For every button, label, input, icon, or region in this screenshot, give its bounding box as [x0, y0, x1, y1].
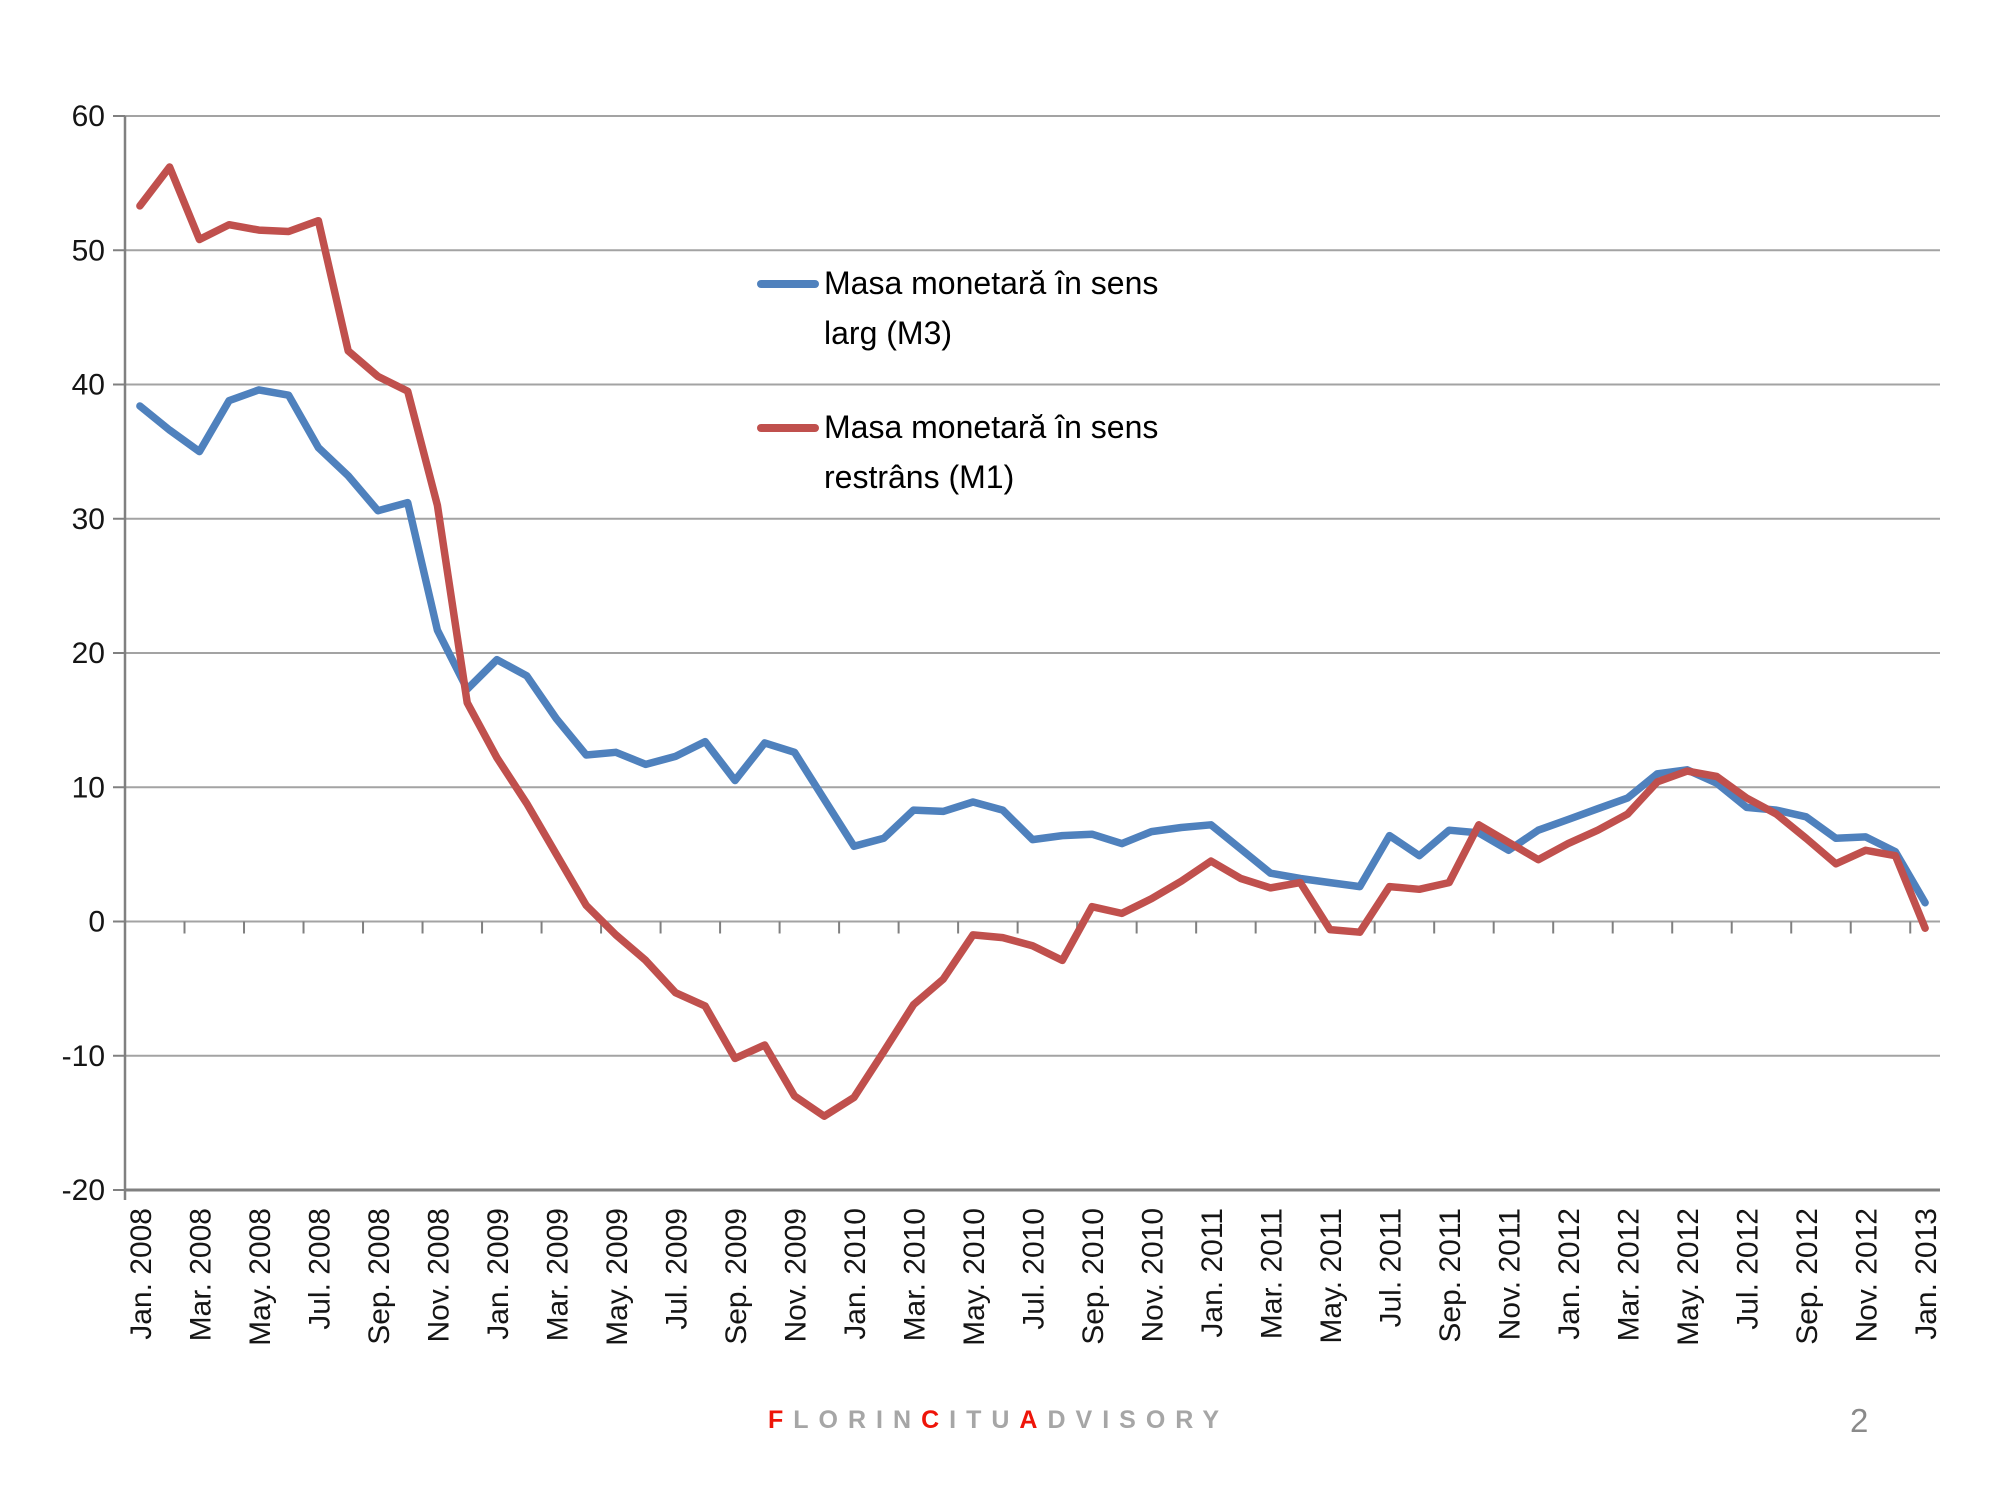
- x-tick-label: Mar. 2012: [1613, 1208, 1646, 1341]
- y-axis-labels: 60 50 40 30 20 10 0 -10 -20: [62, 100, 105, 1207]
- x-tick-label: Jan. 2009: [482, 1208, 515, 1340]
- x-tick-label: May. 2009: [601, 1208, 634, 1346]
- x-tick-label: Jul. 2011: [1375, 1208, 1408, 1328]
- x-tick-label: Jul. 2012: [1732, 1208, 1765, 1330]
- x-tick-label: Nov. 2010: [1137, 1208, 1170, 1343]
- brand-initial: A: [1019, 1406, 1048, 1434]
- y-tick-label-40: 40: [72, 369, 105, 402]
- x-tick-label: Sep. 2009: [720, 1208, 753, 1345]
- x-tick-label: Sep. 2012: [1791, 1208, 1824, 1345]
- x-tick-label: Nov. 2008: [422, 1208, 455, 1343]
- legend-label: Masa monetară în sens restrâns (M1): [824, 409, 1159, 495]
- brand-initial: F: [768, 1406, 794, 1434]
- x-tick-label: Mar. 2009: [541, 1208, 574, 1341]
- x-tick-label: Nov. 2012: [1851, 1208, 1884, 1343]
- x-tick-label: Sep. 2010: [1077, 1208, 1110, 1345]
- series-lines: [136, 163, 1929, 1120]
- x-tick-label: May. 2010: [958, 1208, 991, 1346]
- brand-text: DVISORY: [1047, 1406, 1230, 1434]
- page-number: 2: [1850, 1402, 1869, 1439]
- x-tick-label: Jul. 2009: [660, 1208, 693, 1330]
- x-tick-label: May. 2012: [1672, 1208, 1705, 1346]
- x-tick-label: Mar. 2008: [184, 1208, 217, 1341]
- gridlines: [125, 115, 1940, 1192]
- x-tick-label: Mar. 2010: [898, 1208, 931, 1341]
- x-tick-label: Jan. 2011: [1196, 1208, 1229, 1338]
- brand-text: LORIN: [793, 1406, 922, 1434]
- footer-brand-logo: FLORINCITUADVISORY: [768, 1406, 1229, 1435]
- brand-text: ITU: [949, 1406, 1020, 1434]
- y-tick-label-60: 60: [72, 100, 105, 133]
- y-tick-label-50: 50: [72, 234, 105, 267]
- legend-label: Masa monetară în sens larg (M3): [824, 265, 1159, 351]
- y-tick-label-20: 20: [72, 637, 105, 670]
- x-tick-label: Jan. 2013: [1910, 1208, 1943, 1340]
- x-tick-label: May. 2008: [244, 1208, 277, 1346]
- x-tick-label: Sep. 2011: [1434, 1208, 1467, 1343]
- y-tick-label-10: 10: [72, 771, 105, 804]
- x-tick-label: Jan. 2010: [839, 1208, 872, 1340]
- x-axis-labels: Jan. 2008 Mar. 2008 May. 2008 Jul. 2008 Sep.…: [125, 1208, 1943, 1346]
- legend-item-m1: Masa monetară în sens restrâns (M1): [757, 402, 1196, 502]
- x-tick-label: Nov. 2009: [779, 1208, 812, 1343]
- y-tick-label--20: -20: [62, 1174, 105, 1207]
- x-tick-label: Jan. 2012: [1553, 1208, 1586, 1340]
- legend-item-m3: Masa monetară în sens larg (M3): [757, 258, 1196, 358]
- line-series-m1: [136, 163, 1929, 1120]
- y-tick-label-30: 30: [72, 503, 105, 536]
- x-tick-label: Jul. 2008: [303, 1208, 336, 1330]
- legend-line-swatch: [757, 424, 819, 432]
- line-series-m3: [136, 386, 1929, 907]
- chart-legend: Masa monetară în sens larg (M3) Masa mone…: [757, 258, 1196, 546]
- y-tick-label-0: 0: [88, 906, 105, 939]
- y-tick-label--10: -10: [62, 1040, 105, 1073]
- brand-initial: C: [921, 1406, 950, 1434]
- x-tick-label: Jan. 2008: [125, 1208, 158, 1340]
- legend-line-swatch: [757, 280, 819, 288]
- x-tick-label: Sep. 2008: [363, 1208, 396, 1345]
- x-tick-label: May. 2011: [1315, 1208, 1348, 1344]
- x-tick-label: Jul. 2010: [1018, 1208, 1051, 1330]
- x-tick-label: Nov. 2011: [1494, 1208, 1527, 1340]
- axes: [113, 115, 1912, 1200]
- x-tick-label: Mar. 2011: [1256, 1208, 1289, 1339]
